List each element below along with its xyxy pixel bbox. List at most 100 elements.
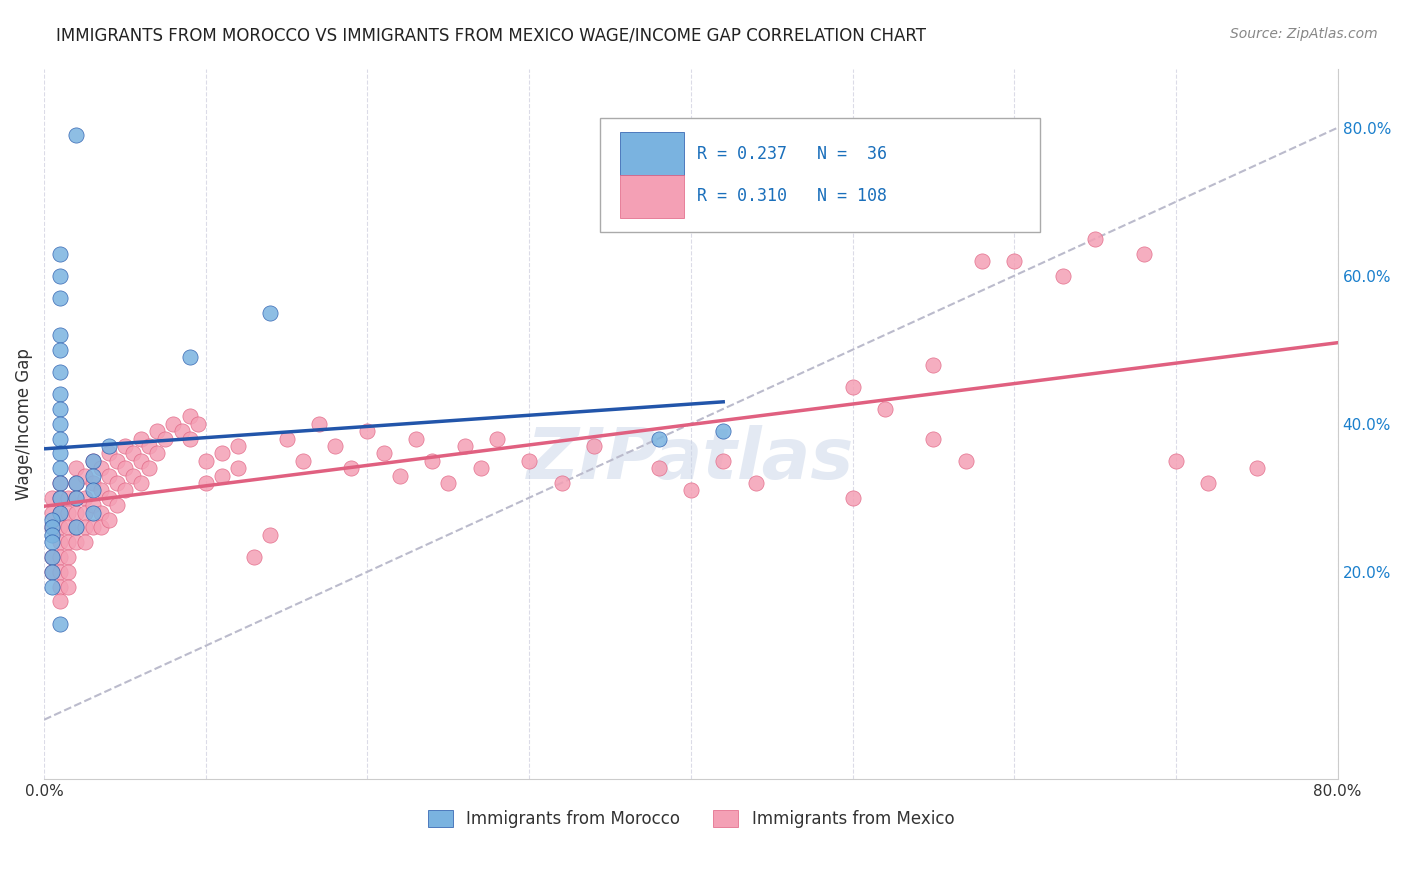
Point: [49, 327, 72, 342]
Point: [65, 520, 87, 534]
Point: [711, 454, 734, 468]
Point: [73, 491, 96, 505]
Point: [82, 475, 104, 490]
Point: [955, 454, 977, 468]
Point: [437, 475, 460, 490]
Point: [211, 446, 233, 460]
Point: [129, 432, 152, 446]
Point: [49, 520, 72, 534]
Point: [49, 268, 72, 283]
Point: [146, 446, 169, 460]
Point: [90, 520, 112, 534]
Point: [41, 520, 63, 534]
Point: [41, 580, 63, 594]
Point: [41, 565, 63, 579]
Point: [49, 506, 72, 520]
Point: [114, 461, 136, 475]
Point: [90, 506, 112, 520]
Point: [323, 439, 346, 453]
Point: [179, 409, 201, 424]
Point: [73, 520, 96, 534]
Point: [49, 549, 72, 564]
Point: [97, 513, 120, 527]
Text: Source: ZipAtlas.com: Source: ZipAtlas.com: [1230, 27, 1378, 41]
FancyBboxPatch shape: [620, 175, 685, 218]
Point: [49, 401, 72, 416]
Point: [41, 491, 63, 505]
Point: [453, 439, 475, 453]
Point: [122, 446, 145, 460]
Point: [1132, 246, 1154, 260]
Point: [138, 439, 160, 453]
Point: [187, 417, 209, 431]
Point: [259, 527, 281, 541]
Point: [179, 350, 201, 364]
Point: [49, 343, 72, 357]
Point: [58, 491, 80, 505]
Point: [276, 432, 298, 446]
Point: [105, 475, 128, 490]
Point: [82, 454, 104, 468]
Point: [97, 468, 120, 483]
Point: [49, 446, 72, 460]
Point: [405, 432, 427, 446]
Point: [49, 535, 72, 549]
Point: [922, 358, 945, 372]
Point: [340, 461, 363, 475]
Point: [65, 475, 87, 490]
Point: [49, 432, 72, 446]
Point: [470, 461, 492, 475]
Point: [1002, 254, 1025, 268]
Point: [129, 475, 152, 490]
Point: [73, 468, 96, 483]
Point: [550, 475, 572, 490]
Point: [65, 535, 87, 549]
Point: [105, 454, 128, 468]
Point: [97, 439, 120, 453]
Point: [1084, 232, 1107, 246]
Point: [291, 454, 314, 468]
Point: [1246, 461, 1268, 475]
Point: [90, 461, 112, 475]
Point: [58, 565, 80, 579]
Point: [226, 439, 249, 453]
Point: [58, 549, 80, 564]
Point: [162, 417, 184, 431]
Point: [65, 491, 87, 505]
Point: [114, 483, 136, 498]
Point: [129, 454, 152, 468]
Point: [1052, 268, 1074, 283]
Point: [841, 491, 863, 505]
Point: [582, 439, 605, 453]
Point: [194, 475, 217, 490]
Point: [711, 424, 734, 438]
Point: [49, 475, 72, 490]
Point: [49, 246, 72, 260]
Point: [49, 506, 72, 520]
Point: [922, 432, 945, 446]
Point: [90, 483, 112, 498]
Point: [1164, 454, 1187, 468]
Point: [873, 401, 896, 416]
Point: [58, 535, 80, 549]
Point: [49, 461, 72, 475]
Point: [41, 565, 63, 579]
Point: [73, 506, 96, 520]
Point: [194, 454, 217, 468]
Point: [82, 520, 104, 534]
Point: [65, 520, 87, 534]
Point: [41, 549, 63, 564]
Point: [65, 128, 87, 142]
Point: [58, 520, 80, 534]
Point: [970, 254, 993, 268]
Point: [122, 468, 145, 483]
Point: [65, 506, 87, 520]
Point: [41, 535, 63, 549]
Text: R = 0.237   N =  36: R = 0.237 N = 36: [697, 145, 887, 162]
Point: [82, 483, 104, 498]
Point: [841, 380, 863, 394]
Point: [155, 432, 177, 446]
Point: [138, 461, 160, 475]
Y-axis label: Wage/Income Gap: Wage/Income Gap: [15, 348, 32, 500]
Point: [226, 461, 249, 475]
